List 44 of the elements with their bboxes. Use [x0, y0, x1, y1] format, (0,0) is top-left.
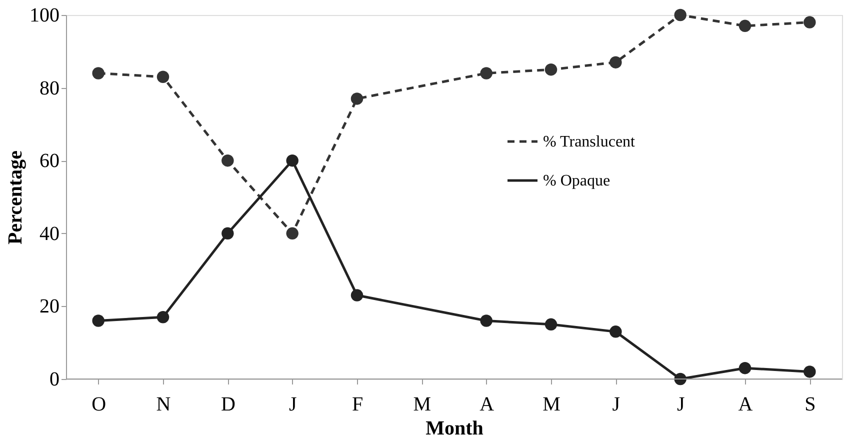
point	[480, 67, 492, 80]
point	[544, 63, 558, 76]
x-axis-title: Month	[426, 418, 484, 440]
point	[544, 318, 558, 331]
x-tick-label: D	[220, 394, 236, 416]
point	[92, 67, 104, 80]
legend-label: % Opaque	[543, 172, 610, 190]
point	[222, 227, 234, 240]
point	[92, 314, 104, 327]
x-tick-label: N	[156, 394, 171, 416]
point	[480, 314, 492, 327]
y-tick-label: 0	[50, 368, 60, 390]
y-tick-label: 40	[40, 222, 60, 245]
x-tick-label: S	[804, 394, 816, 416]
x-tick-label: J	[612, 394, 620, 416]
point	[156, 70, 170, 83]
point	[674, 8, 686, 22]
x-tick-label: F	[352, 394, 364, 416]
x-tick-label: A	[480, 394, 495, 416]
point	[804, 16, 816, 28]
y-tick-label: 80	[40, 77, 60, 100]
x-tick-label: J	[676, 394, 685, 416]
point	[350, 289, 364, 302]
y-axis-title: Percentage	[4, 150, 26, 245]
x-tick-label: O	[92, 394, 106, 416]
point	[156, 311, 170, 324]
point	[738, 20, 752, 32]
y-tick-label: 100	[30, 4, 60, 26]
x-tick-label: A	[738, 394, 754, 416]
y-tick-label: 20	[40, 296, 60, 318]
point	[286, 154, 298, 167]
point	[674, 372, 686, 386]
point	[610, 56, 622, 68]
x-tick-label: J	[288, 394, 297, 416]
point	[804, 366, 816, 378]
point	[610, 326, 622, 338]
point	[286, 227, 298, 240]
x-tick-label: M	[413, 394, 432, 416]
y-tick-label: 60	[40, 150, 60, 172]
point	[222, 154, 234, 167]
point	[350, 92, 364, 105]
point	[738, 362, 752, 374]
legend-label: % Translucent	[543, 134, 636, 150]
x-tick-label: M	[542, 394, 561, 416]
